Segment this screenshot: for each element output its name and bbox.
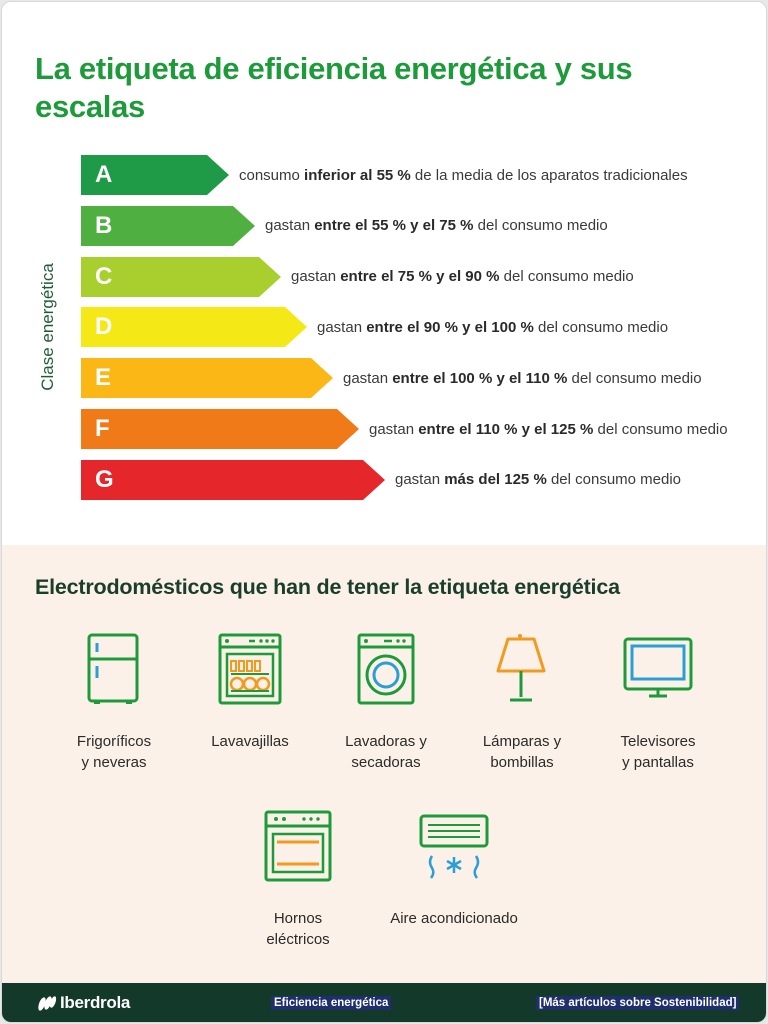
appliance-label: Hornos eléctricos bbox=[266, 910, 330, 948]
iberdrola-leaf-icon bbox=[38, 996, 57, 1011]
appliance-dishwasher: Lavavajillas bbox=[180, 633, 320, 752]
footer-bar: Iberdrola Eficiencia energética [Más art… bbox=[2, 983, 766, 1022]
energy-class-arrow: C bbox=[81, 256, 281, 297]
energy-class-letter: D bbox=[95, 313, 113, 341]
appliance-label: Aire acondicionado bbox=[390, 910, 518, 927]
energy-class-letter: C bbox=[95, 262, 113, 290]
iberdrola-logo[interactable]: Iberdrola bbox=[35, 993, 130, 1013]
appliance-washing-machine: Lavadoras y secadoras bbox=[316, 633, 456, 773]
appliance-oven: Hornos eléctricos bbox=[228, 810, 368, 950]
page-title: La etiqueta de eficiencia energética y s… bbox=[35, 51, 633, 124]
appliance-tv: Televisores y pantallas bbox=[588, 633, 728, 773]
energy-efficiency-link[interactable]: Eficiencia energética bbox=[271, 996, 392, 1010]
brand-name: Iberdrola bbox=[60, 993, 131, 1012]
energy-class-description: gastan entre el 75 % y el 90 % del consu… bbox=[291, 268, 634, 286]
lamp-icon bbox=[496, 634, 546, 702]
appliance-label: Lámparas y bombillas bbox=[482, 733, 562, 771]
appliances-title: Electrodomésticos que han de tener la et… bbox=[35, 575, 620, 599]
appliance-label: Frigoríficos y neveras bbox=[76, 733, 152, 771]
energy-class-letter: F bbox=[95, 415, 110, 442]
dishwasher-icon bbox=[218, 633, 282, 705]
appliance-air-conditioner: Aire acondicionado bbox=[384, 810, 524, 929]
appliance-label: Lavavajillas bbox=[211, 733, 289, 750]
energy-class-axis-label: Clase energética bbox=[38, 263, 57, 391]
energy-class-arrow: B bbox=[81, 205, 255, 246]
energy-class-description: gastan entre el 90 % y el 100 % del cons… bbox=[317, 318, 669, 336]
energy-class-arrow: E bbox=[81, 358, 333, 399]
air-conditioner-icon bbox=[419, 814, 489, 879]
energy-class-letter: G bbox=[95, 465, 114, 493]
energy-class-description: gastan entre el 55 % y el 75 % del consu… bbox=[265, 217, 608, 235]
sustainability-articles-link[interactable]: [Más artículos sobre Sostenibilidad] bbox=[536, 996, 740, 1010]
energy-class-arrow: A bbox=[81, 155, 229, 195]
appliance-lamp: Lámparas y bombillas bbox=[452, 633, 592, 773]
fridge-icon bbox=[87, 633, 139, 704]
appliance-label: Lavadoras y secadoras bbox=[345, 733, 427, 771]
energy-class-arrow: D bbox=[81, 307, 307, 348]
appliance-label: Televisores y pantallas bbox=[620, 733, 696, 771]
tv-icon bbox=[623, 637, 693, 698]
oven-icon bbox=[264, 810, 332, 882]
energy-class-description: gastan entre el 110 % y el 125 % del con… bbox=[369, 420, 728, 438]
washing-machine-icon bbox=[357, 633, 415, 705]
energy-class-description: consumo inferior al 55 % de la media de … bbox=[239, 166, 688, 184]
energy-class-arrow: F bbox=[81, 409, 359, 449]
energy-class-letter: E bbox=[95, 364, 112, 392]
energy-class-description: gastan más del 125 % del consumo medio bbox=[395, 471, 682, 489]
appliances-section: Electrodomésticos que han de tener la et… bbox=[2, 545, 766, 983]
energy-class-letter: A bbox=[95, 161, 113, 188]
energy-class-letter: B bbox=[95, 211, 113, 239]
energy-class-arrow: G bbox=[81, 459, 385, 500]
appliance-fridge: Frigoríficos y neveras bbox=[44, 633, 184, 773]
energy-scale-section: La etiqueta de eficiencia energética y s… bbox=[2, 2, 766, 545]
energy-class-description: gastan entre el 100 % y el 110 % del con… bbox=[343, 369, 702, 387]
